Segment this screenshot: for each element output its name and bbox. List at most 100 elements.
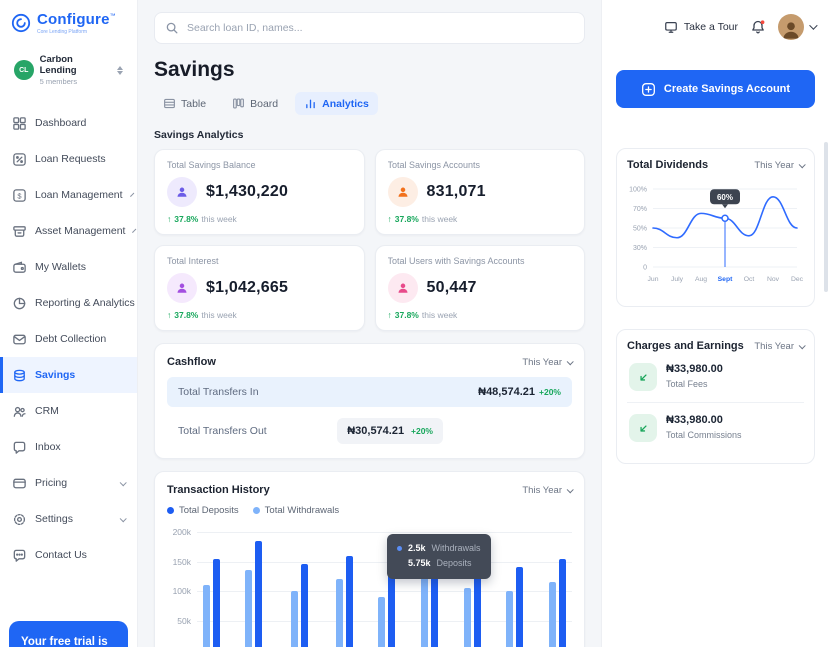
- bar-total-deposits[interactable]: [474, 561, 482, 647]
- tab-analytics[interactable]: Analytics: [295, 92, 378, 115]
- plus-icon: [641, 82, 656, 97]
- sidebar-item-label: Pricing: [35, 477, 68, 489]
- total-dividends-title: Total Dividends: [627, 159, 709, 171]
- chevron-down-icon: [119, 478, 127, 486]
- sidebar-item-loan-management[interactable]: $ Loan Management: [0, 177, 137, 213]
- bar-total-withdrawals[interactable]: [506, 591, 514, 647]
- bar-group: July: [464, 532, 482, 647]
- bar-total-deposits[interactable]: [346, 555, 354, 647]
- cashflow-card: Cashflow This Year Total Transfers In ₦4…: [154, 343, 585, 459]
- user-icon: [167, 273, 197, 303]
- highlight-point[interactable]: [721, 214, 729, 222]
- transaction-history-card: Transaction History This Year Total Depo…: [154, 471, 585, 647]
- bar-total-withdrawals[interactable]: [421, 576, 429, 647]
- notifications-button[interactable]: [750, 19, 766, 35]
- dividends-period-select[interactable]: This Year: [754, 160, 806, 171]
- sidebar-item-pricing[interactable]: Pricing: [0, 465, 137, 501]
- workspace-switcher[interactable]: CL Carbon Lending 5 members: [8, 49, 129, 91]
- bar-total-deposits[interactable]: [431, 543, 439, 647]
- transaction-period-select[interactable]: This Year: [522, 485, 574, 496]
- section-heading: Savings Analytics: [154, 129, 244, 141]
- y-tick-label: 100%: [629, 187, 647, 194]
- trial-banner[interactable]: Your free trial is about to expire: [9, 621, 128, 647]
- bar-total-deposits[interactable]: [558, 558, 566, 647]
- chevron-down-icon: [129, 192, 134, 197]
- y-tick-label: 70%: [633, 206, 647, 213]
- tab-board[interactable]: Board: [223, 92, 287, 115]
- create-savings-account-button[interactable]: Create Savings Account: [616, 70, 815, 108]
- cashflow-row-transfers-in: Total Transfers In ₦48,574.21 +20%: [167, 377, 572, 407]
- y-tick-label: 100k: [172, 586, 191, 596]
- envelope-icon: [12, 332, 27, 347]
- sidebar-item-dashboard[interactable]: Dashboard: [0, 105, 137, 141]
- sidebar-item-loan-requests[interactable]: Loan Requests: [0, 141, 137, 177]
- cashflow-row-label: Total Transfers Out: [178, 425, 267, 437]
- bar-total-deposits[interactable]: [388, 549, 396, 647]
- charge-item-total-fees: ₦33,980.00 Total Fees: [627, 352, 804, 402]
- page-title: Savings: [154, 58, 235, 81]
- sidebar-item-savings[interactable]: Savings: [0, 357, 137, 393]
- user-menu[interactable]: [778, 14, 818, 40]
- bar-total-withdrawals[interactable]: [378, 596, 386, 647]
- tooltip-dot: [397, 546, 402, 552]
- bar-total-withdrawals[interactable]: [464, 588, 472, 647]
- bar-total-withdrawals[interactable]: [203, 585, 210, 647]
- tooltip-label: Withdrawals: [431, 543, 481, 553]
- search-input[interactable]: [187, 22, 574, 34]
- bar-total-withdrawals[interactable]: [336, 579, 344, 647]
- transaction-history-title: Transaction History: [167, 484, 270, 496]
- create-savings-account-label: Create Savings Account: [663, 83, 791, 95]
- bar-total-deposits[interactable]: [516, 567, 524, 647]
- bar-total-withdrawals[interactable]: [245, 570, 253, 647]
- sidebar-item-inbox[interactable]: Inbox: [0, 429, 137, 465]
- bar-group: March: [287, 532, 311, 647]
- bar-total-withdrawals[interactable]: [548, 582, 556, 647]
- sidebar-item-my-wallets[interactable]: My Wallets: [0, 249, 137, 285]
- sidebar-item-crm[interactable]: CRM: [0, 393, 137, 429]
- tooltip-arrow: [722, 204, 728, 209]
- tab-table[interactable]: Table: [154, 92, 215, 115]
- tab-label: Board: [250, 97, 279, 110]
- y-tick-label: 50%: [633, 226, 647, 233]
- sidebar-item-asset-management[interactable]: Asset Management: [0, 213, 137, 249]
- stat-label: Total Savings Balance: [167, 160, 256, 170]
- y-tick-label: 150k: [172, 556, 191, 567]
- sidebar-item-settings[interactable]: Settings: [0, 501, 137, 537]
- stat-card-total-savings-accounts: Total Savings Accounts 831,071 ↑ 37.8% thi…: [374, 149, 585, 235]
- bar-total-deposits[interactable]: [300, 564, 308, 647]
- trend-up-icon: ↑: [387, 310, 392, 320]
- cashflow-period-select[interactable]: This Year: [522, 357, 574, 368]
- trend-up-icon: ↑: [167, 310, 172, 320]
- chevron-down-icon: [132, 228, 137, 233]
- user-icon: [167, 177, 197, 207]
- bar-group: June: [421, 532, 439, 647]
- table-icon: [163, 97, 176, 110]
- avatar: [778, 14, 804, 40]
- sidebar-item-debt-collection[interactable]: Debt Collection: [0, 321, 137, 357]
- charge-value: ₦33,980.00: [666, 363, 723, 375]
- bar-total-withdrawals[interactable]: [290, 591, 298, 647]
- trend-up-icon: ↑: [387, 214, 392, 224]
- take-a-tour-button[interactable]: Take a Tour: [664, 20, 738, 34]
- scrollbar-thumb[interactable]: [824, 142, 828, 292]
- tooltip-value: 5.75k: [408, 558, 431, 569]
- chevron-down-icon: [119, 514, 127, 522]
- charges-period-select[interactable]: This Year: [754, 341, 806, 352]
- bar-total-deposits[interactable]: [255, 540, 263, 647]
- bar-total-deposits[interactable]: [213, 558, 220, 647]
- legend-total-deposits: Total Deposits: [167, 505, 239, 516]
- take-a-tour-label: Take a Tour: [683, 21, 738, 33]
- view-tabs: Table Board Analytics: [138, 82, 601, 115]
- dollar-icon: $: [12, 188, 27, 203]
- sidebar-item-label: Contact Us: [35, 549, 87, 561]
- sidebar-item-reporting-analytics[interactable]: Reporting & Analytics: [0, 285, 137, 321]
- tooltip-label: Deposits: [436, 558, 472, 569]
- dividends-line-chart[interactable]: 0 30% 50% 70% 100% 60% Jun July Aug Sept Oct Nov Dec: [627, 179, 805, 291]
- gridline: [197, 591, 572, 592]
- sidebar-item-contact-us[interactable]: Contact Us: [0, 537, 137, 573]
- archive-icon: [12, 224, 27, 239]
- sidebar-item-label: Loan Requests: [35, 153, 106, 165]
- search-icon: [165, 21, 179, 35]
- tab-label: Analytics: [322, 97, 369, 110]
